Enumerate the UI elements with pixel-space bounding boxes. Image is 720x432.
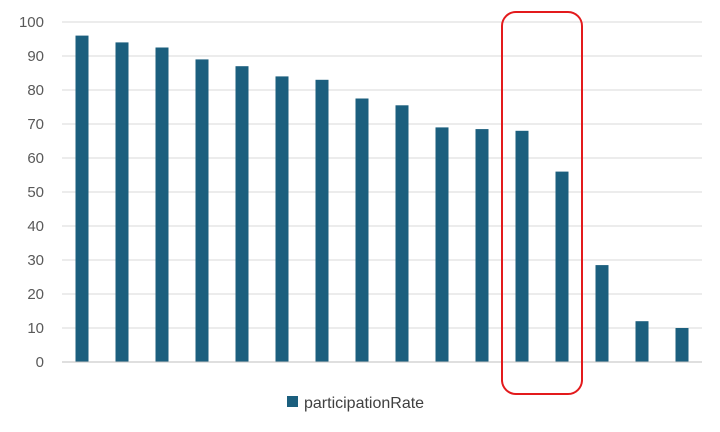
highlight-box-1 — [501, 11, 583, 395]
annotations — [501, 11, 583, 395]
y-tick-label-20: 20 — [27, 286, 44, 303]
y-tick-label-100: 100 — [19, 14, 44, 31]
bar-9 — [395, 105, 409, 363]
bar-11 — [475, 129, 489, 362]
bar-5 — [235, 66, 249, 362]
bar-12 — [515, 130, 529, 362]
legend-swatch — [287, 396, 298, 407]
bar-13 — [555, 171, 569, 362]
y-tick-label-40: 40 — [27, 218, 44, 235]
bar-10 — [435, 127, 449, 363]
bars — [75, 35, 689, 363]
bar-1 — [75, 35, 89, 362]
y-tick-label-60: 60 — [27, 150, 44, 167]
y-tick-label-30: 30 — [27, 252, 44, 269]
y-tick-label-50: 50 — [27, 184, 44, 201]
gridlines — [62, 21, 702, 329]
bar-4 — [195, 59, 209, 363]
bar-14 — [595, 265, 609, 362]
bar-15 — [635, 321, 649, 362]
bar-8 — [355, 98, 369, 362]
bar-16 — [675, 328, 689, 362]
y-tick-label-80: 80 — [27, 82, 44, 99]
y-tick-label-90: 90 — [27, 48, 44, 65]
legend-label-participation-rate: participationRate — [304, 395, 424, 412]
y-tick-label-0: 0 — [36, 354, 44, 371]
y-axis-tick-labels: 0 10 20 30 40 50 60 70 80 90 100 — [19, 14, 44, 371]
y-tick-label-10: 10 — [27, 320, 44, 337]
bar-7 — [315, 79, 329, 363]
y-tick-label-70: 70 — [27, 116, 44, 133]
bar-6 — [275, 76, 289, 363]
legend: participationRate — [287, 395, 424, 412]
bar-2 — [115, 42, 129, 363]
bar-3 — [155, 47, 169, 362]
